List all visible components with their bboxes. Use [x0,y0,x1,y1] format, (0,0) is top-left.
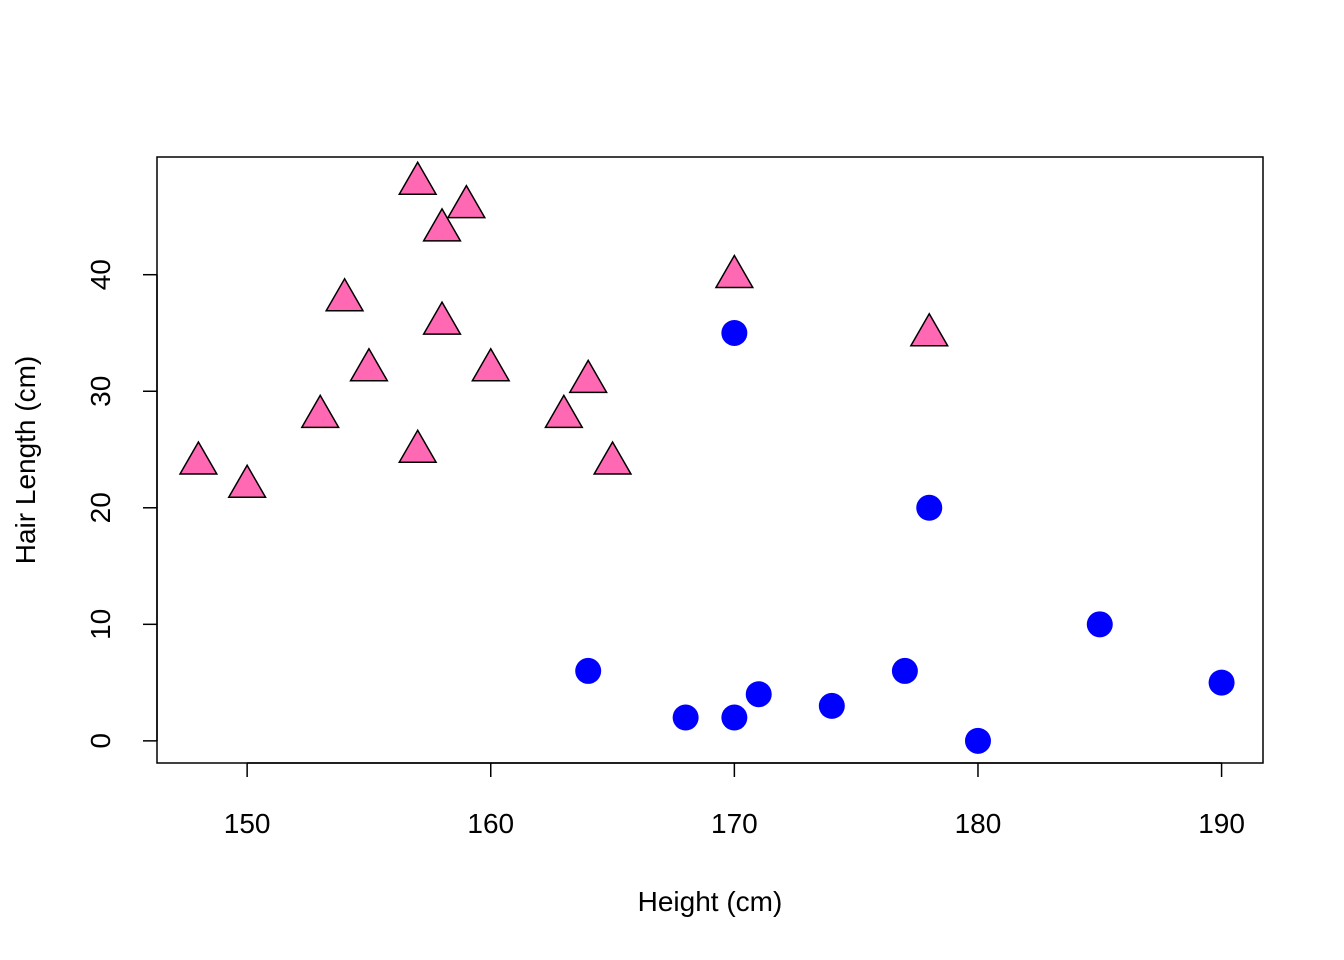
triangle-point [471,347,511,382]
y-axis: 0 10 20 30 40 [85,259,158,749]
x-tick-label: 190 [1198,808,1245,839]
circle-point [891,657,918,684]
y-tick-label: 10 [85,609,116,640]
triangle-point [909,312,949,347]
circle-point [721,704,748,731]
x-axis-label: Height (cm) [638,886,783,917]
y-tick-label: 0 [85,733,116,749]
y-tick-label: 30 [85,376,116,407]
triangle-point [446,184,487,219]
triangle-point [422,207,462,242]
circle-point [721,319,748,346]
x-tick-label: 160 [467,808,514,839]
circle-point [964,727,991,754]
triangle-point [397,428,438,464]
y-tick-label: 20 [85,492,116,523]
circle-point [745,681,772,708]
y-axis-label: Hair Length (cm) [10,356,41,565]
circle-point [916,494,943,521]
triangle-point [544,393,584,429]
circle-point [575,657,602,684]
x-axis: 150 160 170 180 190 [224,762,1245,839]
triangle-point [714,253,755,289]
triangle-point [397,160,438,196]
triangle-point [324,277,365,312]
x-tick-label: 180 [955,808,1002,839]
circle-point [1208,669,1235,696]
circle-point [672,704,699,731]
x-tick-label: 150 [224,808,271,839]
triangle-point [300,393,340,429]
triangle-point [178,440,219,475]
data-points [178,160,1235,754]
triangle-point [349,347,389,382]
triangle-point [568,358,608,394]
circle-point [818,692,845,719]
triangle-point [422,300,462,335]
plot-frame [156,156,1264,764]
circle-point [1086,611,1113,638]
triangle-point [592,440,633,475]
y-tick-label: 40 [85,259,116,290]
triangle-point [227,463,267,499]
x-tick-label: 170 [711,808,758,839]
